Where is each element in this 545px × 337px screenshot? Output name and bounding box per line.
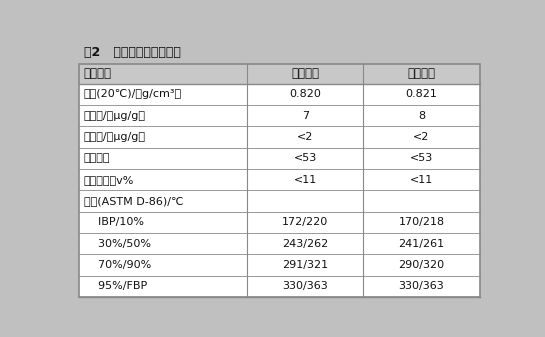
Text: <11: <11 <box>410 175 433 185</box>
Text: 密度(20℃)/（g/cm³）: 密度(20℃)/（g/cm³） <box>83 89 181 99</box>
Bar <box>79 64 480 84</box>
Text: <53: <53 <box>410 153 433 163</box>
Text: 运转末期: 运转末期 <box>408 67 435 80</box>
Text: 馏程(ASTM D-86)/℃: 馏程(ASTM D-86)/℃ <box>83 196 183 206</box>
Text: 330/363: 330/363 <box>399 281 444 291</box>
Text: <11: <11 <box>294 175 317 185</box>
Text: 95%/FBP: 95%/FBP <box>83 281 147 291</box>
Text: 8: 8 <box>418 111 425 121</box>
Text: 290/320: 290/320 <box>398 260 445 270</box>
Text: 多环芳烃，v%: 多环芳烃，v% <box>83 175 134 185</box>
Text: IBP/10%: IBP/10% <box>83 217 144 227</box>
Bar <box>79 64 480 297</box>
Text: <53: <53 <box>294 153 317 163</box>
Text: 30%/50%: 30%/50% <box>83 239 150 248</box>
Text: 十六烷値: 十六烷値 <box>83 153 110 163</box>
Text: 7: 7 <box>302 111 309 121</box>
Text: <2: <2 <box>413 132 430 142</box>
Text: <2: <2 <box>297 132 313 142</box>
Text: 0.820: 0.820 <box>289 89 322 99</box>
Text: 硬含量/（μg/g）: 硬含量/（μg/g） <box>83 111 146 121</box>
Text: 表2   装置精制柴油性质表: 表2 装置精制柴油性质表 <box>83 46 180 59</box>
Text: 70%/90%: 70%/90% <box>83 260 151 270</box>
Text: 291/321: 291/321 <box>282 260 329 270</box>
Text: 243/262: 243/262 <box>282 239 329 248</box>
Text: 运转初期: 运转初期 <box>292 67 319 80</box>
Text: 170/218: 170/218 <box>398 217 445 227</box>
Text: 氮含量/（μg/g）: 氮含量/（μg/g） <box>83 132 146 142</box>
Text: 330/363: 330/363 <box>282 281 328 291</box>
Text: 241/261: 241/261 <box>398 239 445 248</box>
Text: 运转时间: 运转时间 <box>83 67 112 80</box>
Text: 172/220: 172/220 <box>282 217 329 227</box>
Text: 0.821: 0.821 <box>405 89 438 99</box>
Bar <box>79 64 480 297</box>
